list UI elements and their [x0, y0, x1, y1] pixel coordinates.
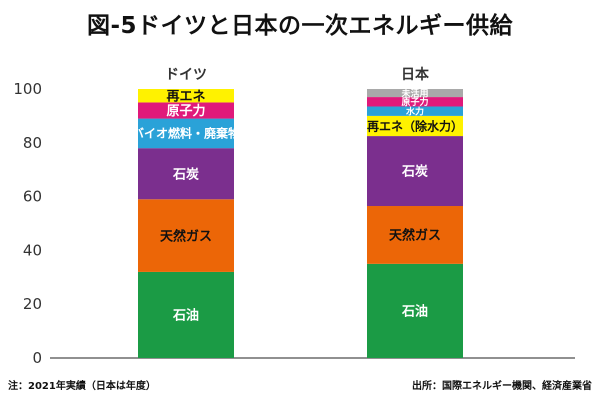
segment-label: 石炭	[401, 164, 428, 180]
bar-segment	[138, 118, 234, 149]
segment-label: 石油	[172, 308, 199, 324]
chart-title: 図-5ドイツと日本の一次エネルギー供給	[86, 13, 514, 39]
segment-label: 天然ガス	[160, 228, 212, 244]
y-tick-label: 20	[23, 295, 42, 313]
bar-segment	[138, 199, 234, 272]
segment-label: 石油	[401, 304, 428, 320]
bar-segment	[138, 148, 234, 200]
y-axis: 0 20 40 60 80 100	[13, 80, 575, 367]
bar-segment	[367, 206, 463, 264]
source-note: 出所：国際エネルギー機関、経済産業省	[412, 381, 592, 392]
segment-label: 石炭	[172, 166, 199, 182]
bar-segment	[138, 102, 234, 119]
bars	[138, 89, 463, 358]
bar-segment	[367, 263, 463, 358]
segment-label: 再エネ	[166, 89, 205, 104]
segment-label: 原子力	[166, 103, 205, 119]
y-tick-label: 80	[23, 134, 42, 152]
y-tick-label: 60	[23, 188, 42, 206]
category-label: ドイツ	[165, 67, 207, 83]
y-tick-label: 0	[32, 349, 42, 367]
segment-label: 天然ガス	[389, 228, 441, 244]
segment-label: 再エネ（除水力）	[367, 118, 463, 133]
category-label: 日本	[401, 66, 430, 83]
segment-label: 原子力	[401, 96, 428, 108]
segment-labels: 石油天然ガス石炭バイオ燃料・廃棄物原子力再エネ石油天然ガス石炭再エネ（除水力）水…	[132, 87, 463, 323]
y-tick-label: 40	[23, 241, 42, 259]
bar-segment	[367, 106, 463, 116]
y-tick-label: 100	[13, 80, 42, 98]
bar-segment	[367, 97, 463, 107]
category-labels: ドイツ 日本	[165, 66, 430, 83]
segment-label: 未活用	[400, 87, 428, 99]
segment-label: 水力	[406, 105, 424, 117]
bar-segment	[367, 115, 463, 137]
footnote: 注：2021年実績（日本は年度）	[8, 381, 156, 392]
bar-segment	[138, 89, 234, 103]
segment-label: バイオ燃料・廃棄物	[132, 126, 240, 141]
bar-segment	[367, 89, 463, 98]
bar-segment	[367, 136, 463, 207]
bar-segment	[138, 271, 234, 358]
